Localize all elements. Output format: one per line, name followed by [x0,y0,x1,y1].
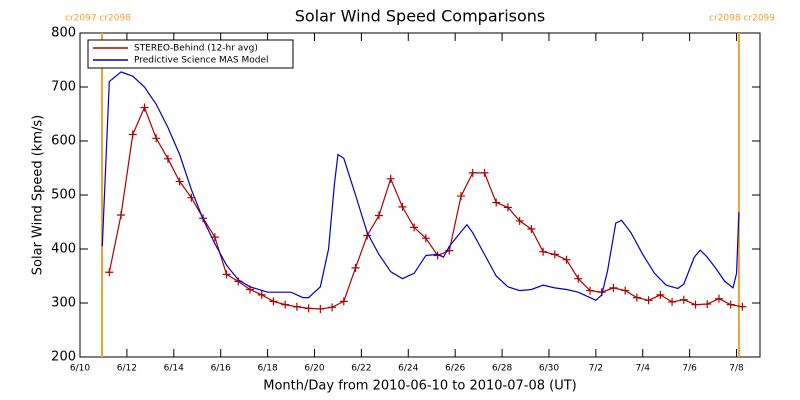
data-point [562,255,571,264]
data-point [503,203,512,212]
data-point [468,168,477,177]
data-point [656,290,665,299]
y-tick-label: 700 [51,80,76,95]
x-tick-label: 6/16 [211,364,231,374]
data-point [386,174,395,183]
x-tick-label: 7/8 [729,364,744,374]
data-point [328,303,337,312]
data-point [105,268,114,277]
data-point [421,234,430,243]
data-point [738,302,747,311]
y-tick-label: 400 [51,242,76,257]
data-point [281,300,290,309]
x-tick-label: 6/28 [492,364,512,374]
x-tick-label: 6/20 [304,364,324,374]
data-point [574,274,583,283]
legend-label: STEREO-Behind (12-hr avg) [134,44,258,54]
data-point [152,134,161,143]
data-point [492,198,501,207]
x-tick-label: 6/10 [70,364,90,374]
data-point [128,130,137,139]
legend-label: Predictive Science MAS Model [134,56,269,66]
y-tick-label: 300 [51,296,76,311]
carrington-label: cr2098 cr2099 [709,14,775,24]
data-point [398,202,407,211]
data-point [726,300,735,309]
legend-box [87,39,294,69]
data-point [714,294,723,303]
data-point [374,211,383,220]
data-point [269,297,278,306]
data-point [644,296,653,305]
data-point [222,270,231,279]
x-tick-label: 7/2 [589,364,603,374]
x-axis-label: Month/Day from 2010-06-10 to 2010-07-08 … [263,379,576,394]
x-tick-label: 6/26 [445,364,465,374]
data-point [316,304,325,313]
data-point [410,223,419,232]
data-point [163,154,172,163]
data-point [339,297,348,306]
data-point [679,295,688,304]
y-tick-label: 600 [51,134,76,149]
x-tick-label: 7/6 [682,364,697,374]
data-point [550,250,559,259]
x-tick-label: 6/30 [539,364,559,374]
data-point [457,192,466,201]
y-tick-label: 500 [51,188,76,203]
data-point [175,177,184,186]
x-tick-label: 6/22 [351,364,371,374]
x-tick-label: 7/4 [636,364,651,374]
data-point [621,286,630,295]
data-point [515,216,524,225]
data-point [539,247,548,256]
data-point [586,286,594,295]
data-point [527,225,536,234]
data-point [304,304,313,313]
series-line [101,71,740,302]
y-tick-label: 800 [51,26,76,41]
data-point [632,293,641,302]
x-tick-label: 6/24 [398,364,418,374]
data-point [703,300,712,309]
data-point [691,300,700,309]
x-tick-label: 6/14 [164,364,184,374]
y-tick-label: 200 [51,350,76,365]
data-point [351,263,360,272]
data-point [668,297,677,306]
data-point [292,302,301,311]
data-point [140,103,149,112]
carrington-label: cr2097 cr2098 [65,14,131,24]
x-tick-label: 6/18 [257,364,277,374]
data-point [257,290,266,299]
data-point [117,210,126,219]
chart-title: Solar Wind Speed Comparisons [295,7,546,26]
data-point [480,168,489,177]
x-tick-label: 6/12 [117,364,137,374]
y-axis-label: Solar Wind Speed (km/s) [31,115,46,275]
data-point [609,283,618,292]
